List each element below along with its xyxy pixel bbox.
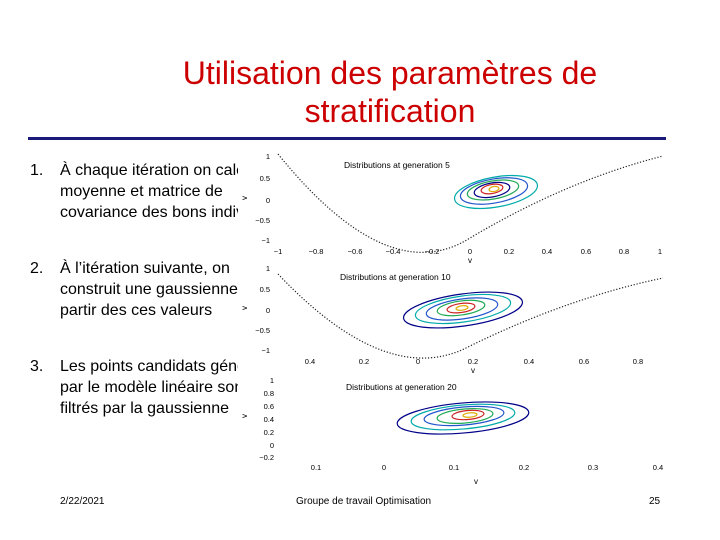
- y-tick-label: 1: [266, 152, 270, 161]
- x-axis-label: v: [468, 256, 472, 265]
- x-tick-label: 0.8: [619, 247, 629, 256]
- y-tick-label: 1: [270, 376, 274, 385]
- panel-generation-20: Distributions at generation 20 v 1 0.8 0…: [240, 376, 663, 486]
- x-tick-label: 0.4: [653, 463, 663, 472]
- y-tick-label: −0.5: [255, 326, 270, 335]
- x-tick-label: −0.4: [386, 247, 401, 256]
- panel-generation-5: Distributions at generation 5 v 1 0.5 0 …: [240, 152, 664, 265]
- y-tick-label: 0.4: [264, 415, 274, 424]
- step-text: À chaque itération on calcule la moyenne…: [60, 162, 283, 221]
- step-item: 3. Les points candidats générés par le m…: [30, 356, 290, 419]
- panel-title: Distributions at generation 5: [344, 160, 450, 170]
- step-item: 1. À chaque itération on calcule la moye…: [30, 160, 290, 223]
- y-tick-label: 0: [266, 306, 270, 315]
- y-tick-label: −0.2: [259, 453, 274, 462]
- step-number: 3.: [30, 358, 44, 375]
- panel-generation-10: Distributions at generation 10 v 1 0.5 0…: [240, 264, 664, 375]
- panel-title: Distributions at generation 20: [346, 382, 457, 392]
- contour-plot: [396, 401, 530, 435]
- distribution-figure: Distributions at generation 5 v 1 0.5 0 …: [238, 150, 678, 490]
- x-tick-label: 0.6: [581, 247, 591, 256]
- y-tick-label: 0: [270, 441, 274, 450]
- x-tick-labels: 0.1 0 0.1 0.2 0.3 0.4: [311, 463, 663, 472]
- x-tick-label: 0.3: [588, 463, 598, 472]
- x-tick-label: 0.2: [468, 357, 478, 366]
- x-tick-label: 0.6: [579, 357, 589, 366]
- x-tick-label: 0.4: [524, 357, 534, 366]
- x-tick-label: −0.8: [309, 247, 324, 256]
- x-tick-label: −0.2: [425, 247, 440, 256]
- x-tick-label: 0.2: [504, 247, 514, 256]
- x-tick-label: −0.6: [348, 247, 363, 256]
- y-tick-labels: 1 0.5 0 −0.5 −1: [255, 152, 270, 245]
- y-tick-label: 1: [266, 264, 270, 273]
- slide-title-line-1: Utilisation des paramètres de: [182, 55, 598, 91]
- model-curve: [277, 273, 664, 359]
- slide-title: Utilisation des paramètres de stratifica…: [90, 54, 690, 130]
- y-tick-labels: 1 0.8 0.6 0.4 0.2 0 −0.2: [259, 376, 274, 462]
- y-axis-label: v: [240, 196, 249, 200]
- x-tick-label: 0: [468, 247, 472, 256]
- y-tick-labels: 1 0.5 0 −0.5 −1: [255, 264, 270, 355]
- x-tick-label: 0: [382, 463, 386, 472]
- x-tick-label: 0: [416, 357, 420, 366]
- step-number: 2.: [30, 260, 44, 277]
- y-axis-label: v: [240, 414, 249, 418]
- y-axis-label: v: [240, 306, 249, 310]
- x-tick-labels: 0.4 0.2 0 0.2 0.4 0.6 0.8: [305, 357, 643, 366]
- contour-plot: [402, 291, 524, 329]
- y-tick-label: −1: [261, 346, 270, 355]
- y-tick-label: 0.2: [264, 428, 274, 437]
- x-tick-labels: −1 −0.8 −0.6 −0.4 −0.2 0 0.2 0.4 0.6 0.8…: [274, 247, 662, 256]
- x-tick-label: 0.1: [449, 463, 459, 472]
- x-tick-label: 0.4: [305, 357, 315, 366]
- y-tick-label: 0.5: [260, 285, 270, 294]
- page-number: 25: [649, 496, 661, 507]
- step-text: À l’itération suivante, on construit une…: [60, 260, 252, 319]
- title-divider: [28, 137, 666, 140]
- x-axis-label: v: [474, 477, 478, 486]
- x-tick-label: 0.1: [311, 463, 321, 472]
- footer-date: 2/22/2021: [60, 496, 105, 507]
- x-tick-label: −1: [274, 247, 283, 256]
- panel-title: Distributions at generation 10: [340, 272, 451, 282]
- slide-title-line-2: stratification: [304, 93, 476, 129]
- step-number: 1.: [30, 162, 44, 179]
- y-tick-label: 0: [266, 196, 270, 205]
- model-curve: [277, 153, 664, 253]
- y-tick-label: 0.5: [260, 174, 270, 183]
- x-tick-label: 1: [658, 247, 662, 256]
- y-tick-label: 0.8: [264, 389, 274, 398]
- x-axis-label: v: [471, 366, 475, 375]
- x-tick-label: 0.4: [542, 247, 552, 256]
- x-tick-label: 0.8: [633, 357, 643, 366]
- contour-plot: [453, 174, 539, 210]
- x-tick-label: 0.2: [519, 463, 529, 472]
- step-text: Les points candidats générés par le modè…: [60, 358, 269, 417]
- footer-group: Groupe de travail Optimisation: [296, 496, 432, 507]
- x-tick-label: 0.2: [359, 357, 369, 366]
- y-tick-label: −0.5: [255, 216, 270, 225]
- y-tick-label: −1: [261, 236, 270, 245]
- y-tick-label: 0.6: [264, 402, 274, 411]
- step-item: 2. À l’itération suivante, on construit …: [30, 258, 290, 321]
